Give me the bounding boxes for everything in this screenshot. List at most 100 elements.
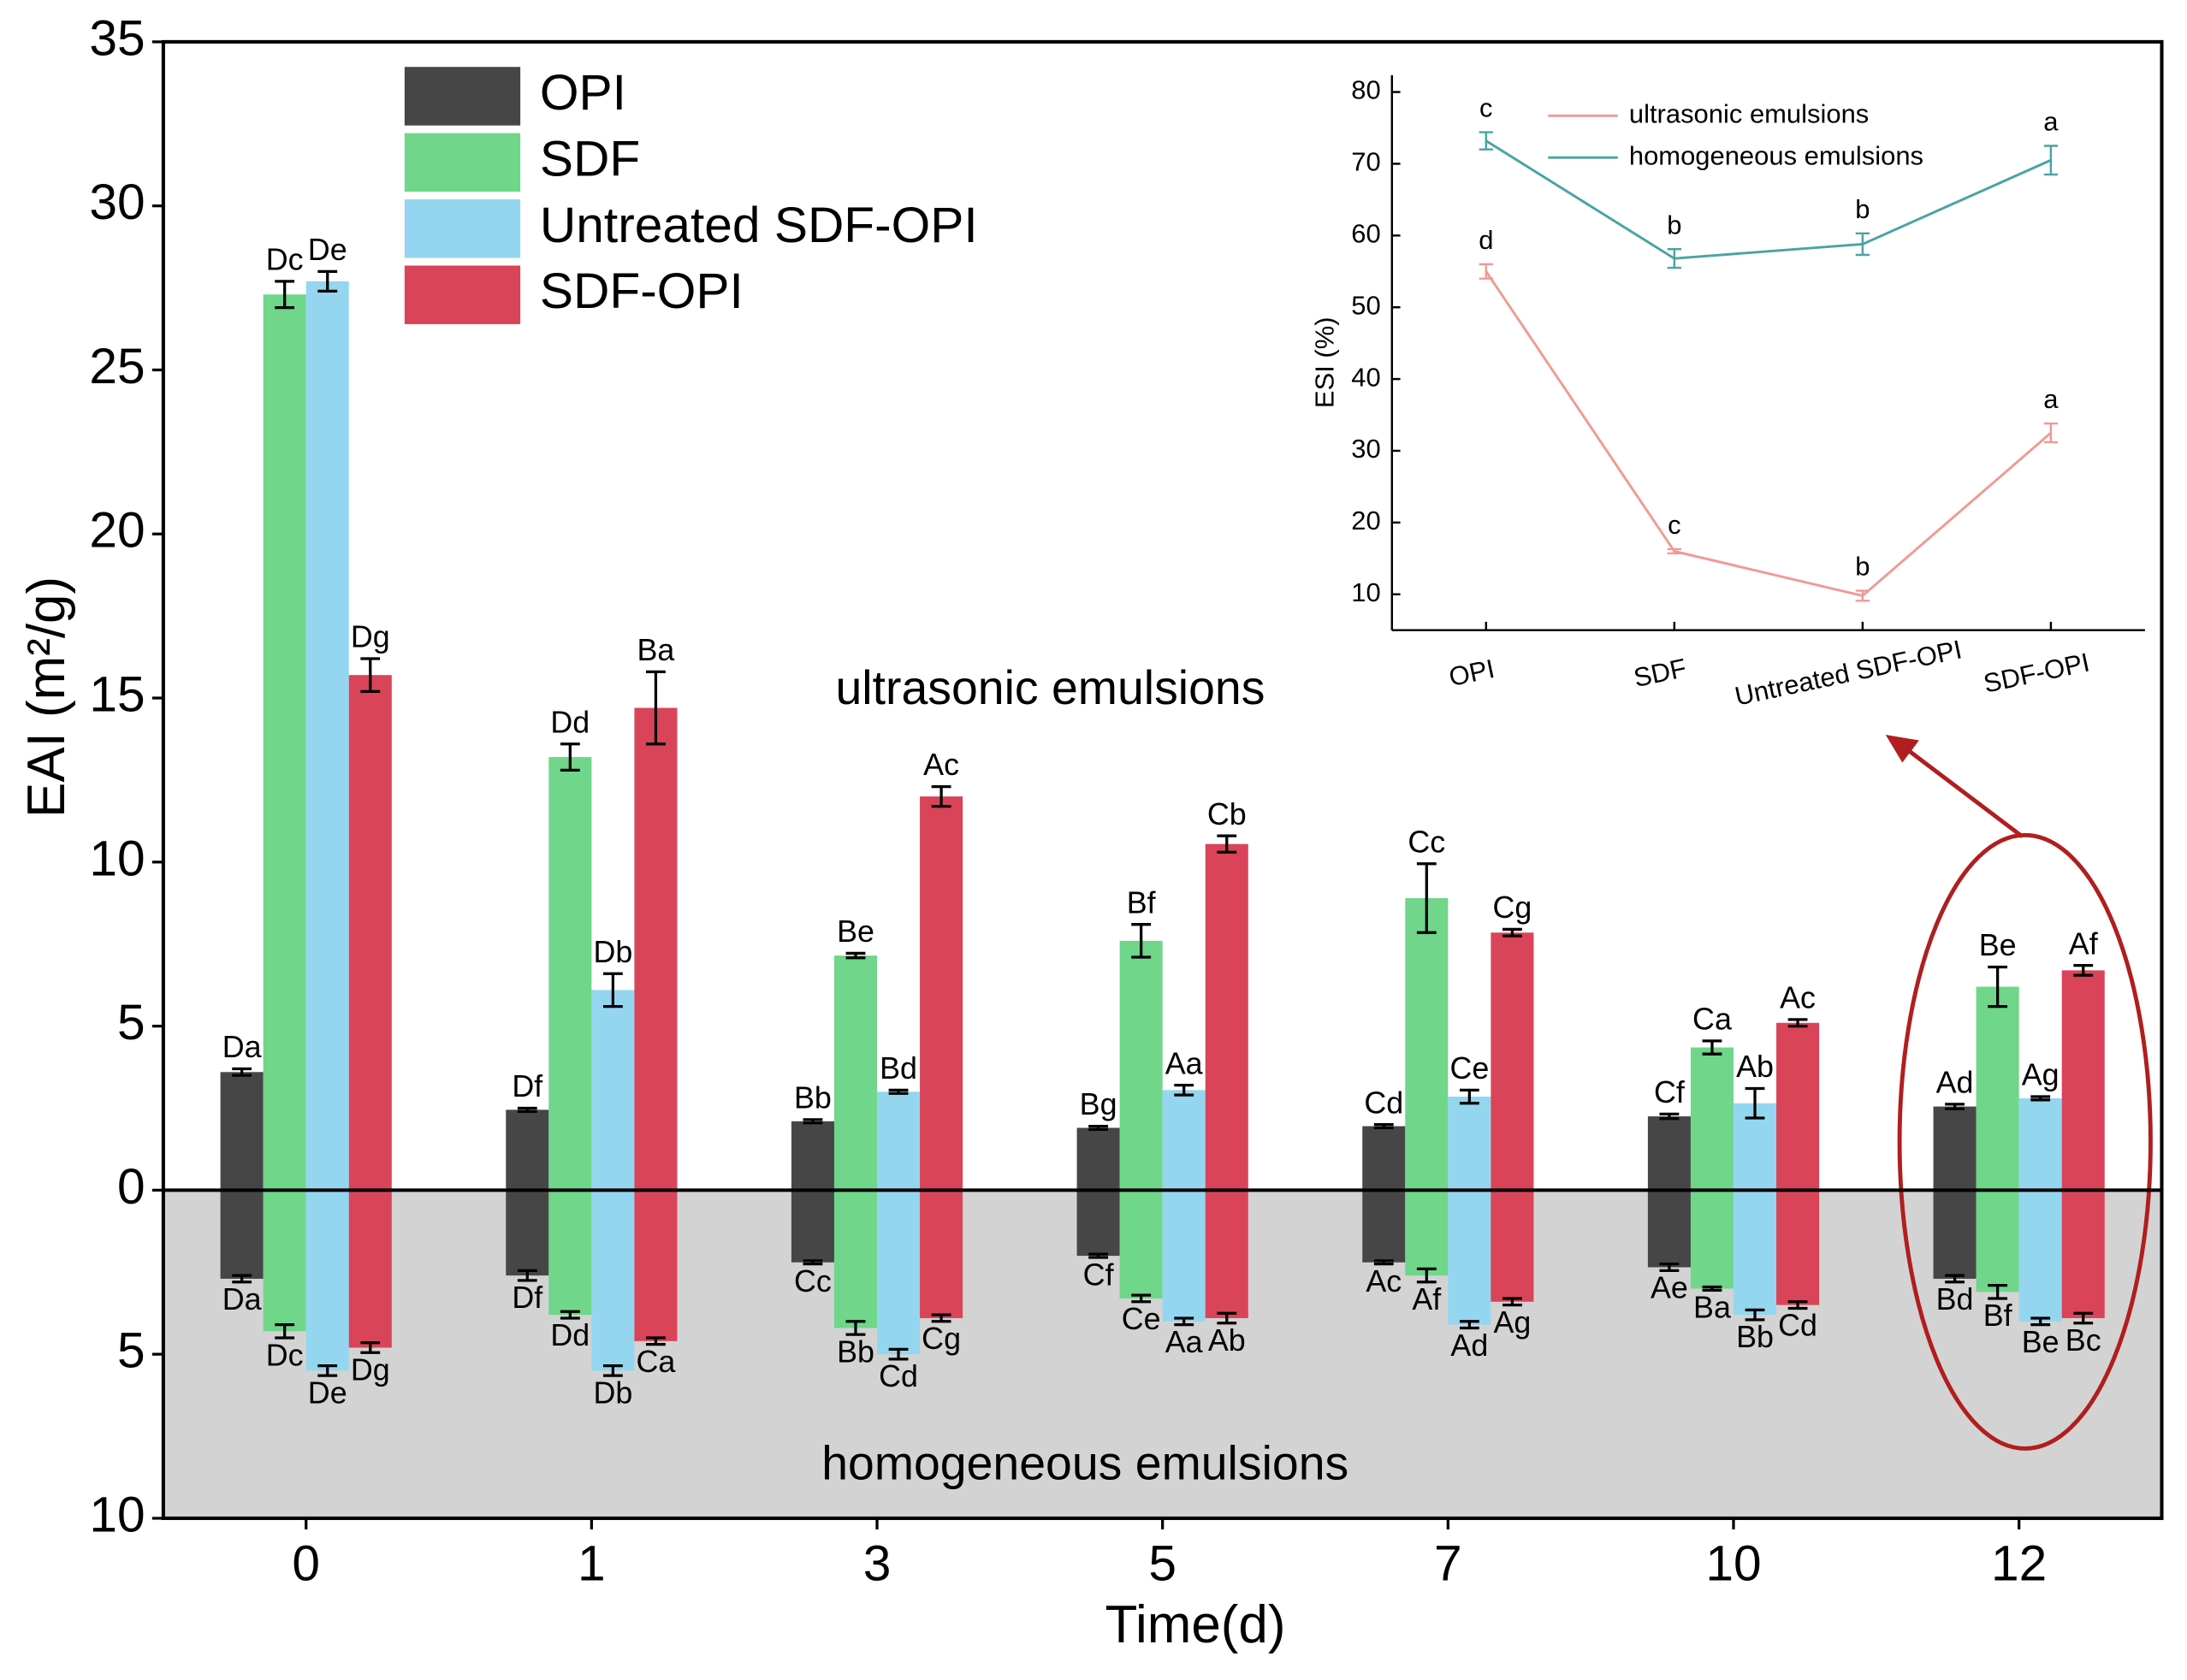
significance-letter: Ad (1936, 1066, 1974, 1100)
bar (1448, 1190, 1491, 1325)
bar (1205, 1190, 1248, 1318)
bar (833, 955, 878, 1191)
inset-y-tick-label: 80 (1351, 75, 1380, 105)
significance-letter: Bb (794, 1081, 832, 1115)
significance-letter: Ac (923, 748, 959, 782)
legend-label: Untreated SDF-OPI (540, 198, 978, 253)
inset-x-tick-label: SDF-OPI (1981, 647, 2092, 698)
legend-swatch (404, 265, 521, 324)
bar (1776, 1022, 1820, 1191)
bar (305, 1190, 349, 1371)
legend-swatch (404, 67, 521, 126)
line (1485, 139, 2052, 260)
arrow-shaft (1906, 748, 2024, 838)
y-tick-label: 25 (89, 339, 145, 394)
x-tick-label: 5 (1148, 1535, 1176, 1591)
bar (2018, 1190, 2062, 1322)
bar (506, 1109, 549, 1191)
inset-y-tick-label: 10 (1351, 577, 1380, 607)
bar (1119, 940, 1163, 1191)
x-tick-label: 3 (863, 1535, 892, 1591)
x-axis-label: Time(d) (1105, 1595, 1285, 1654)
significance-letter: b (1855, 552, 1870, 582)
bar (1491, 1190, 1534, 1302)
bar (1933, 1190, 1977, 1279)
significance-letter: Bf (1127, 885, 1157, 920)
y-tick-label: 5 (117, 1323, 145, 1379)
significance-letter: Af (1412, 1282, 1442, 1316)
significance-letter: Dg (351, 620, 390, 654)
inset-y-tick-label: 30 (1351, 434, 1380, 464)
legend-label: ultrasonic emulsions (1629, 98, 1869, 128)
y-tick-label: 30 (89, 175, 145, 230)
bar (1162, 1190, 1206, 1322)
legend-label: OPI (540, 65, 626, 121)
bar (1647, 1190, 1691, 1268)
bar (220, 1072, 264, 1191)
bar (1690, 1047, 1734, 1191)
legend-swatch (404, 199, 521, 258)
inset-y-tick-label: 50 (1351, 290, 1380, 320)
significance-letter: a (2043, 384, 2059, 414)
x-tick-label: 1 (578, 1535, 606, 1591)
significance-letter: Ab (1736, 1050, 1774, 1084)
significance-letter: Cc (794, 1264, 832, 1298)
significance-letter: Ad (1450, 1328, 1488, 1363)
significance-letter: Bg (1080, 1087, 1117, 1121)
bar (920, 796, 963, 1191)
bar (1776, 1190, 1820, 1305)
significance-letter: De (308, 233, 347, 267)
significance-letter: Bb (837, 1334, 874, 1369)
significance-letter: Bf (1983, 1298, 2013, 1333)
inset-x-tick-label: SDF (1631, 653, 1689, 693)
y-axis-label: EAI (m²/g) (17, 577, 76, 818)
legend-label: SDF (540, 131, 640, 186)
inset-y-tick-label: 40 (1351, 362, 1380, 392)
bar (877, 1091, 921, 1191)
bar (1448, 1097, 1491, 1191)
significance-letter: Bc (2066, 1323, 2101, 1358)
significance-letter: Dg (351, 1353, 390, 1387)
bar (1976, 986, 2019, 1191)
significance-letter: Ba (637, 633, 675, 667)
significance-letter: Ab (1208, 1323, 1246, 1358)
significance-letter: Cc (1408, 825, 1445, 859)
bar (634, 1190, 678, 1341)
significance-letter: Ca (1692, 1002, 1732, 1036)
bar (1491, 932, 1534, 1191)
significance-letter: Ae (1651, 1271, 1688, 1305)
bar (506, 1190, 549, 1276)
inset-y-tick-label: 60 (1351, 219, 1380, 249)
bar (591, 1190, 635, 1371)
significance-letter: Dc (266, 1338, 304, 1372)
bar (591, 990, 635, 1191)
y-tick-label: 20 (89, 503, 145, 559)
legend-label: SDF-OPI (540, 263, 744, 319)
bar (548, 757, 592, 1191)
x-tick-label: 12 (1991, 1535, 2047, 1591)
significance-letter: b (1667, 210, 1681, 240)
y-tick-label: 10 (89, 831, 145, 886)
bar (548, 1190, 592, 1316)
y-tick-label: 10 (89, 1487, 145, 1542)
y-tick-label: 0 (117, 1159, 145, 1215)
significance-letter: Bb (1736, 1320, 1774, 1354)
significance-letter: Ag (2022, 1058, 2060, 1092)
bar (634, 707, 678, 1191)
bar (1076, 1190, 1120, 1257)
significance-letter: Cg (922, 1322, 961, 1356)
significance-letter: Ba (1693, 1291, 1731, 1325)
annotation: ultrasonic emulsions (835, 661, 1265, 714)
significance-letter: Da (222, 1030, 262, 1064)
significance-letter: Af (2069, 926, 2099, 961)
bar (1205, 843, 1248, 1191)
bar (1933, 1106, 1977, 1191)
bar (1976, 1190, 2019, 1293)
inset-y-tick-label: 20 (1351, 506, 1380, 535)
significance-letter: d (1479, 225, 1493, 255)
significance-letter: Cg (1492, 890, 1532, 925)
significance-letter: Ce (1449, 1051, 1489, 1085)
bar (1690, 1190, 1734, 1289)
